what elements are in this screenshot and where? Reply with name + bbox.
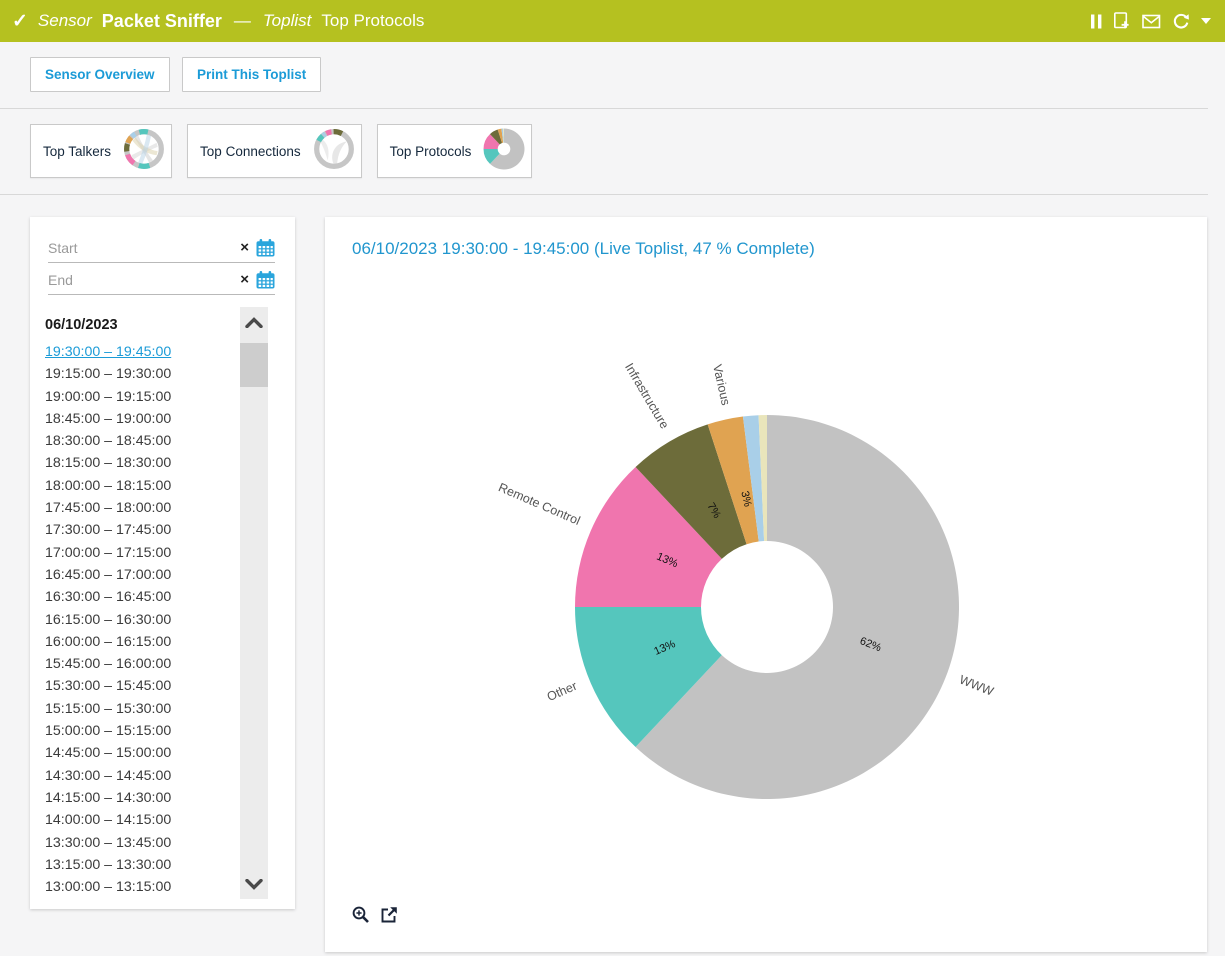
- toplist-interval[interactable]: 14:45:00 – 15:00:00: [45, 745, 172, 762]
- toplist-interval[interactable]: 14:00:00 – 14:15:00: [45, 812, 172, 829]
- calendar-icon[interactable]: [256, 238, 275, 257]
- calendar-icon[interactable]: [256, 270, 275, 289]
- open-new-window-icon[interactable]: [380, 906, 398, 924]
- refresh-icon[interactable]: [1172, 13, 1190, 30]
- breadcrumb-sensor-name: Packet Sniffer: [101, 10, 222, 31]
- start-date-field: ×: [48, 233, 275, 263]
- pie-slice-www: [490, 128, 525, 169]
- toplist-interval[interactable]: 18:45:00 – 19:00:00: [45, 410, 172, 427]
- section-divider: [0, 108, 1208, 109]
- email-icon[interactable]: [1142, 14, 1161, 29]
- pie-slice-other[interactable]: [575, 607, 722, 747]
- pause-icon[interactable]: [1091, 14, 1102, 29]
- interval-list: 19:30:00 – 19:45:00 19:15:00 – 19:30:00 19…: [45, 341, 235, 898]
- pie-slice-minor[interactable]: [758, 415, 767, 542]
- interval-scrollbar[interactable]: [240, 307, 268, 899]
- tab-label: Top Connections: [200, 143, 301, 159]
- scroll-down-button[interactable]: [240, 871, 268, 897]
- check-icon: ✓: [12, 10, 28, 32]
- pie-slice-remote-control[interactable]: [575, 467, 722, 607]
- sensor-overview-button[interactable]: Sensor Overview: [30, 57, 170, 92]
- start-date-input[interactable]: [48, 239, 237, 256]
- pie-slice-other: [483, 148, 501, 164]
- breadcrumb-separator: —: [233, 11, 251, 30]
- tab-label: Top Protocols: [389, 143, 472, 159]
- pie-slice-label: Remote Control: [496, 480, 582, 528]
- zoom-in-icon[interactable]: [352, 906, 370, 924]
- pie-slice-infrastructure: [490, 129, 503, 144]
- clear-end-icon[interactable]: ×: [240, 271, 249, 288]
- tab-label: Top Talkers: [43, 143, 112, 159]
- toplist-interval[interactable]: 14:30:00 – 14:45:00: [45, 767, 172, 784]
- interval-filter-panel: × ×: [30, 217, 295, 909]
- toplist-interval[interactable]: 19:00:00 – 19:15:00: [45, 388, 172, 405]
- toplist-interval[interactable]: 15:45:00 – 16:00:00: [45, 656, 172, 673]
- toplist-interval[interactable]: 15:00:00 – 15:15:00: [45, 723, 172, 740]
- toplist-interval[interactable]: 14:15:00 – 14:30:00: [45, 789, 172, 806]
- pie-slice-label: Other: [545, 679, 579, 704]
- scroll-up-button[interactable]: [240, 309, 268, 335]
- breadcrumb-type: Sensor: [37, 11, 92, 30]
- content-area: × ×: [0, 195, 1225, 952]
- toplist-chart-panel: 06/10/2023 19:30:00 - 19:45:00 (Live Top…: [325, 217, 1207, 952]
- donut-chart-icon: [483, 128, 525, 175]
- chord-diagram-icon: [123, 128, 165, 175]
- toplist-interval[interactable]: 16:15:00 – 16:30:00: [45, 611, 172, 628]
- end-date-field: ×: [48, 265, 275, 295]
- toplist-interval[interactable]: 15:15:00 – 15:30:00: [45, 700, 172, 717]
- toplist-tabs: Top Talkers Top Connections: [0, 109, 1225, 194]
- toplist-title: 06/10/2023 19:30:00 - 19:45:00 (Live Top…: [352, 239, 815, 258]
- pie-slice-label: Infrastructure: [622, 361, 672, 432]
- toplist-interval[interactable]: 16:45:00 – 17:00:00: [45, 566, 172, 583]
- pie-slice-www[interactable]: [635, 415, 960, 799]
- pie-slice-infrastructure[interactable]: [635, 424, 747, 559]
- toplist-interval[interactable]: 17:45:00 – 18:00:00: [45, 500, 172, 517]
- toplist-interval[interactable]: 16:00:00 – 16:15:00: [45, 633, 172, 650]
- scrollbar-thumb[interactable]: [240, 343, 268, 387]
- tab-top-protocols[interactable]: Top Protocols: [376, 124, 533, 178]
- toplist-interval[interactable]: 18:30:00 – 18:45:00: [45, 433, 172, 450]
- pie-slice-label: WWW: [957, 673, 995, 699]
- toplist-interval[interactable]: 16:30:00 – 16:45:00: [45, 589, 172, 606]
- pie-slice-various[interactable]: [707, 416, 759, 545]
- print-toplist-button[interactable]: Print This Toplist: [182, 57, 322, 92]
- pie-slice-various: [498, 128, 504, 143]
- toplist-interval[interactable]: 18:15:00 – 18:30:00: [45, 455, 172, 472]
- end-date-input[interactable]: [48, 271, 237, 288]
- report-icon[interactable]: [1113, 12, 1131, 30]
- section-divider: [0, 194, 1208, 195]
- pie-slice-minor: [501, 128, 505, 143]
- header-bar: ✓ Sensor Packet Sniffer — Toplist Top Pr…: [0, 0, 1225, 42]
- page-title: Top Protocols: [321, 11, 425, 30]
- toplist-interval[interactable]: 15:30:00 – 15:45:00: [45, 678, 172, 695]
- toolbar: Sensor Overview Print This Toplist: [0, 42, 1225, 108]
- tab-top-talkers[interactable]: Top Talkers: [30, 124, 173, 178]
- toplist-interval[interactable]: 17:00:00 – 17:15:00: [45, 544, 172, 561]
- toplist-interval[interactable]: 18:00:00 – 18:15:00: [45, 477, 172, 494]
- toplist-interval[interactable]: 19:15:00 – 19:30:00: [45, 366, 172, 383]
- pie-slice-minor[interactable]: [742, 415, 765, 542]
- toplist-interval[interactable]: 19:30:00 – 19:45:00: [45, 344, 172, 360]
- interval-date-header: 06/10/2023: [45, 317, 118, 333]
- toplist-interval[interactable]: 13:30:00 – 13:45:00: [45, 834, 172, 851]
- clear-start-icon[interactable]: ×: [240, 239, 249, 256]
- toplist-interval[interactable]: 17:30:00 – 17:45:00: [45, 522, 172, 539]
- pie-slice-minor: [503, 128, 505, 143]
- toplist-interval[interactable]: 13:15:00 – 13:30:00: [45, 856, 172, 873]
- pie-slice-remote-control: [483, 133, 501, 149]
- tab-top-connections[interactable]: Top Connections: [187, 124, 362, 178]
- pie-slice-label: Various: [710, 363, 733, 407]
- pie-slice-percent: 3%: [738, 490, 753, 508]
- caret-down-icon[interactable]: [1201, 18, 1211, 24]
- breadcrumb-section: Toplist: [262, 11, 312, 30]
- toplist-interval[interactable]: 13:00:00 – 13:15:00: [45, 879, 172, 896]
- chord-diagram-icon: [313, 128, 355, 175]
